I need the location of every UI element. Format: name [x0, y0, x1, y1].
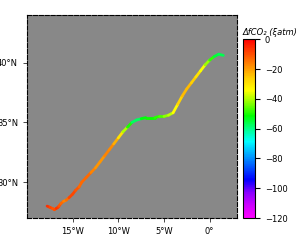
Text: ΔfCO₂ (ξatm): ΔfCO₂ (ξatm) — [243, 28, 298, 37]
